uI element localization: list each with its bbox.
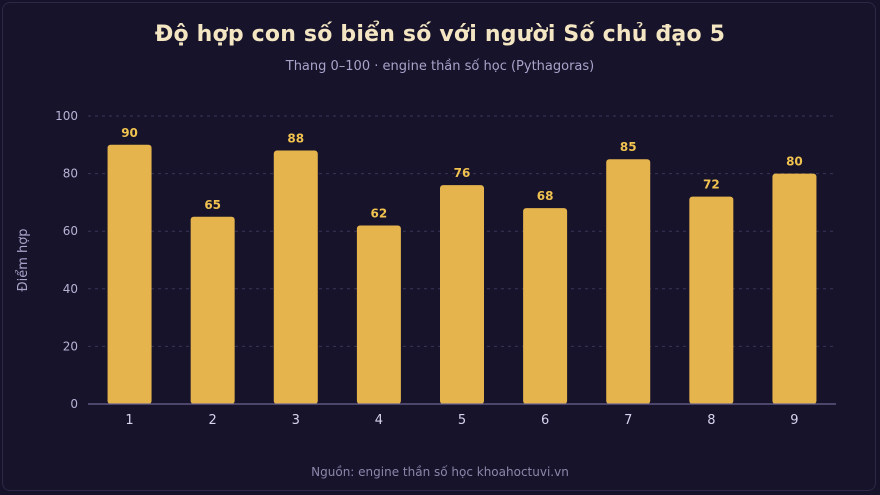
y-axis-label: Điểm hợp: [16, 229, 31, 292]
x-tick-label: 5: [458, 413, 466, 428]
bar: [440, 185, 484, 404]
y-tick-label: 100: [55, 109, 78, 123]
data-label: 68: [537, 189, 554, 203]
bar: [689, 196, 734, 404]
data-labels: 90 65 88 62 76 68 85 72 80: [121, 126, 803, 221]
data-label: 76: [454, 166, 471, 180]
x-tick-label: 2: [209, 413, 217, 428]
x-tick-label: 1: [125, 413, 133, 428]
bar: [772, 173, 817, 404]
x-tick-label: 8: [707, 413, 715, 428]
bars: [107, 144, 817, 405]
y-tick-label: 20: [63, 339, 78, 353]
y-axis-ticks: 0 20 40 60 80 100: [55, 109, 78, 411]
data-label: 90: [121, 126, 138, 140]
x-tick-label: 7: [624, 413, 632, 428]
data-label: 62: [371, 206, 388, 220]
data-label: 88: [287, 132, 304, 146]
bar: [273, 150, 318, 404]
data-label: 85: [620, 140, 637, 154]
bar: [523, 208, 568, 404]
x-tick-label: 3: [292, 413, 300, 428]
bar: [606, 159, 651, 404]
data-label: 80: [786, 155, 803, 169]
y-tick-label: 80: [63, 167, 78, 181]
data-label: 72: [703, 178, 720, 192]
x-tick-label: 4: [375, 413, 383, 428]
chart-subtitle: Thang 0–100 · engine thần số học (Pythag…: [285, 59, 595, 74]
bar: [190, 216, 235, 404]
source-note: Nguồn: engine thần số học khoahoctuvi.vn: [311, 465, 569, 479]
chart-title: Độ hợp con số biển số với người Số chủ đ…: [154, 22, 726, 47]
data-label: 65: [204, 198, 221, 212]
x-tick-label: 6: [541, 413, 549, 428]
bar: [356, 225, 401, 404]
y-tick-label: 60: [63, 224, 78, 238]
x-tick-label: 9: [790, 413, 798, 428]
y-tick-label: 40: [63, 282, 78, 296]
bar: [107, 144, 152, 405]
y-tick-label: 0: [70, 397, 78, 411]
x-axis-ticks: 1 2 3 4 5 6 7 8 9: [125, 413, 798, 428]
